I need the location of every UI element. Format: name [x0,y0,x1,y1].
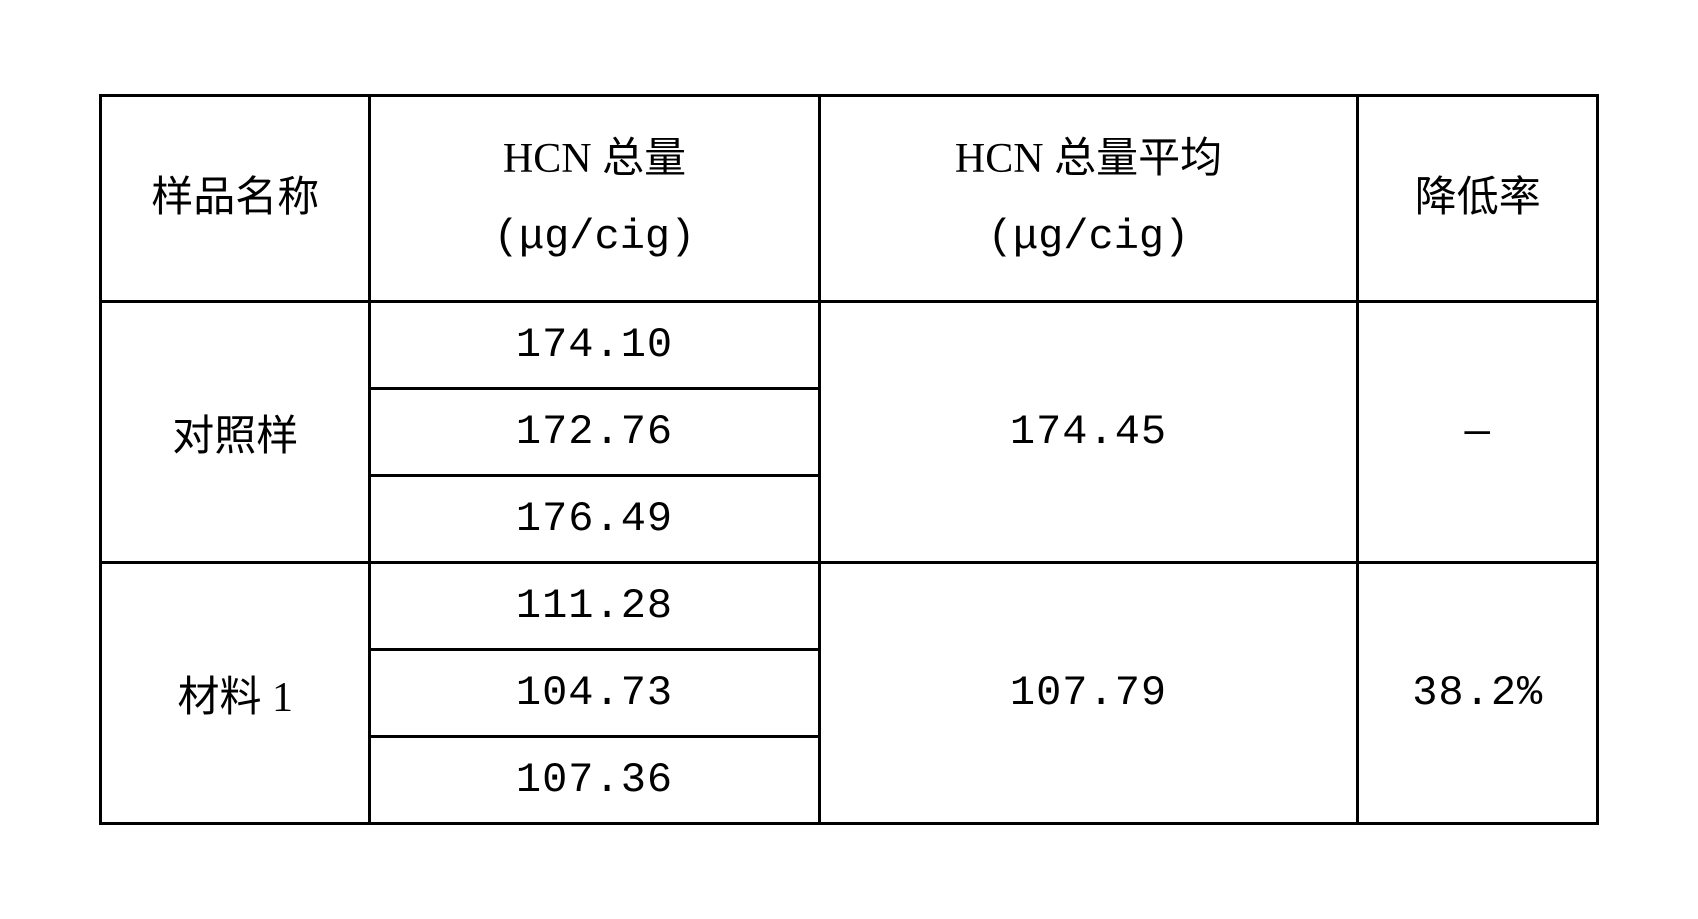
header-hcn-avg: HCN 总量平均 (μg/cig) [819,95,1358,301]
group-name-cell: 材料 1 [101,563,370,824]
value-cell: 111.28 [370,563,819,650]
header-sample-name: 样品名称 [101,95,370,301]
col-label-4: 降低率 [1415,175,1541,221]
avg-cell: 107.79 [819,563,1358,824]
col-label-2: HCN 总量 [503,136,686,182]
value-2-3: 107.36 [516,756,673,804]
value-cell: 172.76 [370,389,819,476]
avg-2: 107.79 [1010,669,1167,717]
col-label-3: HCN 总量平均 [955,136,1222,182]
value-cell: 104.73 [370,650,819,737]
header-reduction: 降低率 [1358,95,1598,301]
value-cell: 107.36 [370,737,819,824]
group-name-cell: 对照样 [101,302,370,563]
col-unit-3: (μg/cig) [988,213,1190,261]
value-1-2: 172.76 [516,408,673,456]
data-table-wrapper: 样品名称 HCN 总量 (μg/cig) HCN 总量平均 (μg/cig) 降… [99,94,1599,825]
table-row: 材料 1 111.28 107.79 38.2% [101,563,1598,650]
col-label-1: 样品名称 [151,175,319,221]
group-name-2: 材料 1 [177,675,293,721]
value-cell: 174.10 [370,302,819,389]
value-2-2: 104.73 [516,669,673,717]
reduction-2: 38.2% [1412,669,1543,717]
hcn-data-table: 样品名称 HCN 总量 (μg/cig) HCN 总量平均 (μg/cig) 降… [99,94,1599,825]
avg-1: 174.45 [1010,408,1167,456]
reduction-1: — [1465,408,1491,456]
value-1-1: 174.10 [516,321,673,369]
value-cell: 176.49 [370,476,819,563]
value-1-3: 176.49 [516,495,673,543]
header-row: 样品名称 HCN 总量 (μg/cig) HCN 总量平均 (μg/cig) 降… [101,95,1598,301]
reduction-cell: 38.2% [1358,563,1598,824]
table-row: 对照样 174.10 174.45 — [101,302,1598,389]
header-hcn-total: HCN 总量 (μg/cig) [370,95,819,301]
value-2-1: 111.28 [516,582,673,630]
reduction-cell: — [1358,302,1598,563]
col-unit-2: (μg/cig) [494,213,696,261]
avg-cell: 174.45 [819,302,1358,563]
group-name-1: 对照样 [172,414,298,460]
